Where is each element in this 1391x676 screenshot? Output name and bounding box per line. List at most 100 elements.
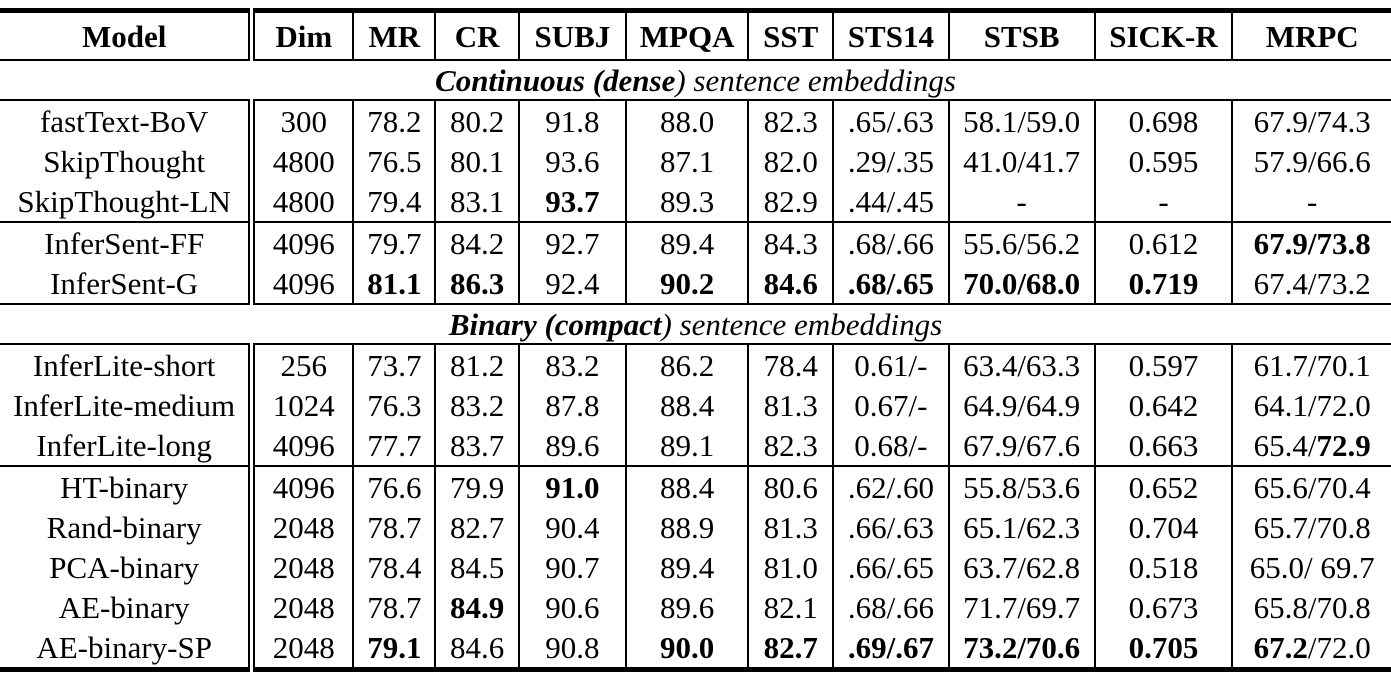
model-name-cell: InferLite-short — [32, 347, 216, 383]
header-cell-model: Model — [0, 10, 252, 61]
model-name-cell: InferSent-G — [50, 265, 199, 301]
value-cell-cr: 83.2 — [434, 385, 519, 425]
table-row: SkipThought 4800 76.5 80.1 93.6 87.1 82.0.29/.… — [0, 141, 1391, 181]
value-cell-mrpc: 65.7/70.8 — [1231, 507, 1391, 547]
value-cell-sst: 82.7 — [747, 627, 834, 670]
value-cell-sts14: .66/.63 — [832, 507, 949, 547]
value-cell-sts14: .68/.66 — [832, 587, 949, 627]
value-cell-cr: 84.5 — [434, 547, 519, 587]
value-cell-dim: 2048 — [248, 627, 354, 670]
model-name-cell: fastText-BoV — [39, 103, 209, 139]
value-cell-sts14: .68/.66 — [832, 221, 949, 263]
value-cell-mr: 78.7 — [352, 587, 436, 627]
value-cell-dim: 4800 — [248, 181, 354, 222]
model-name-cell: InferLite-long — [36, 427, 212, 463]
value-cell-sick-r: - — [1093, 181, 1233, 222]
value-cell-mpqa: 90.2 — [624, 263, 749, 304]
value-cell-sick-r: 0.673 — [1093, 587, 1233, 627]
value-cell-sts14: 0.68/- — [832, 425, 949, 466]
table-row: InferLite-medium 1024 76.3 83.2 87.8 88.4 81.3… — [0, 385, 1391, 425]
model-name-cell: InferLite-medium — [13, 387, 236, 423]
value-cell-sts14: .68/.65 — [832, 263, 949, 304]
value-cell-stsb: 55.8/53.6 — [947, 465, 1095, 507]
table-row: InferLite-long 4096 77.7 83.7 89.6 89.1 82.3 0.… — [0, 425, 1391, 466]
value-cell-sick-r: 0.652 — [1093, 465, 1233, 507]
value-cell-subj: 90.8 — [517, 627, 626, 670]
value-cell-subj: 92.7 — [517, 221, 626, 263]
value-cell-sick-r: 0.704 — [1093, 507, 1233, 547]
model-name-cell: SkipThought — [43, 143, 206, 179]
value-cell-dim: 1024 — [248, 385, 354, 425]
model-name-cell: HT-binary — [0, 465, 252, 507]
value-cell-stsb: 73.2/70.6 — [947, 627, 1095, 670]
value-cell-stsb: 70.0/68.0 — [947, 263, 1095, 304]
value-cell-dim: 4096 — [248, 425, 354, 466]
header-cell-mr: MR — [352, 10, 436, 61]
value-cell-cr: 81.2 — [434, 344, 519, 385]
value-cell-cr: 84.6 — [434, 627, 519, 670]
value-cell-sst: 82.3 — [747, 425, 834, 466]
value-cell-sts14: .62/.60 — [832, 465, 949, 507]
value-cell-mpqa: 89.4 — [624, 547, 749, 587]
table-row: InferSent-FF 4096 79.7 84.2 92.7 89.4 84.3.68/… — [0, 221, 1391, 263]
value-cell-sts14: .66/.65 — [832, 547, 949, 587]
model-name-cell: SkipThought-LN — [17, 183, 231, 219]
table-row: Rand-binary 2048 78.7 82.7 90.4 88.9 81.3.66/.… — [0, 507, 1391, 547]
value-cell-mpqa: 89.4 — [624, 221, 749, 263]
value-cell-sick-r: 0.705 — [1093, 627, 1233, 670]
value-cell-sst: 84.6 — [747, 263, 834, 304]
value-cell-mrpc: 64.1/72.0 — [1231, 385, 1391, 425]
value-cell-mpqa: 88.4 — [624, 465, 749, 507]
header-cell-sts14: STS14 — [832, 10, 949, 61]
value-cell-sick-r: 0.595 — [1093, 141, 1233, 181]
value-cell-mrpc: 65.8/70.8 — [1231, 587, 1391, 627]
value-cell-cr: 82.7 — [434, 507, 519, 547]
value-cell-sst: 82.3 — [747, 100, 834, 141]
value-cell-sick-r: 0.597 — [1093, 344, 1233, 385]
table-body: Continuous (dense) sentence embeddings fa… — [0, 59, 1391, 670]
value-cell-cr: 83.7 — [434, 425, 519, 466]
value-cell-subj: 93.7 — [517, 181, 626, 222]
value-cell-mrpc: - — [1231, 181, 1391, 222]
model-name-cell: AE-binary — [58, 589, 190, 625]
value-cell-stsb: 63.7/62.8 — [947, 547, 1095, 587]
section-header-row: Continuous (dense) sentence embeddings — [0, 59, 1391, 101]
value-cell-subj: 90.4 — [517, 507, 626, 547]
value-cell-sts14: .69/.67 — [832, 627, 949, 670]
value-cell-cr: 80.1 — [434, 141, 519, 181]
value-cell-sst: 82.1 — [747, 587, 834, 627]
value-cell-dim: 256 — [248, 344, 354, 385]
value-cell-stsb: 41.0/41.7 — [947, 141, 1095, 181]
value-cell-dim: 300 — [248, 100, 354, 141]
table-row: InferSent-G 4096 81.1 86.3 92.4 90.2 84.6.68/.… — [0, 263, 1391, 304]
value-cell-dim: 4800 — [248, 141, 354, 181]
model-name-cell: InferSent-FF — [0, 221, 252, 263]
value-cell-sst: 80.6 — [747, 465, 834, 507]
model-name-cell: Rand-binary — [46, 509, 202, 545]
value-cell-mrpc: 65.4/72.9 — [1231, 425, 1391, 466]
header-cell-mrpc: MRPC — [1231, 10, 1391, 61]
value-cell-stsb: 67.9/67.6 — [947, 425, 1095, 466]
value-cell-stsb: - — [947, 181, 1095, 222]
value-cell-stsb: 71.7/69.7 — [947, 587, 1095, 627]
value-cell-sst: 84.3 — [747, 221, 834, 263]
value-cell-mr: 79.1 — [352, 627, 436, 670]
section-header-row: Binary (compact) sentence embeddings — [0, 303, 1391, 345]
value-cell-stsb: 64.9/64.9 — [947, 385, 1095, 425]
header-cell-dim: Dim — [248, 10, 354, 61]
model-name-cell: PCA-binary — [49, 549, 200, 585]
value-cell-subj: 89.6 — [517, 425, 626, 466]
value-cell-stsb: 63.4/63.3 — [947, 344, 1095, 385]
value-cell-cr: 84.2 — [434, 221, 519, 263]
header-cell-stsb: STSB — [947, 10, 1095, 61]
value-cell-sick-r: 0.642 — [1093, 385, 1233, 425]
header-row: Model Dim MR CR SUBJ MPQA SST STS14 STSB SICK-R MR… — [0, 10, 1391, 61]
value-cell-stsb: 65.1/62.3 — [947, 507, 1095, 547]
value-cell-subj: 87.8 — [517, 385, 626, 425]
value-cell-mr: 78.4 — [352, 547, 436, 587]
value-cell-mrpc: 67.9/73.8 — [1231, 221, 1391, 263]
value-cell-mpqa: 89.6 — [624, 587, 749, 627]
value-cell-mrpc: 67.9/74.3 — [1231, 100, 1391, 141]
value-cell-sts14: .65/.63 — [832, 100, 949, 141]
value-cell-sick-r: 0.612 — [1093, 221, 1233, 263]
